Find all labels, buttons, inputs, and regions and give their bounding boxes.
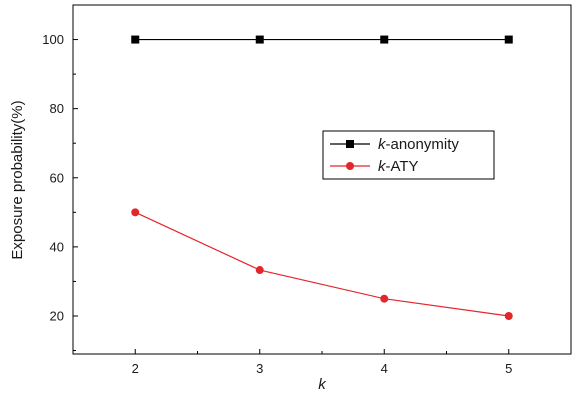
legend: k-anonymity k-ATY xyxy=(322,130,495,180)
x-tick-label: 5 xyxy=(505,361,512,376)
data-point xyxy=(504,311,513,320)
x-tick-label: 3 xyxy=(256,361,263,376)
x-tick-label: 2 xyxy=(132,361,139,376)
data-point xyxy=(380,35,389,44)
y-tick-label: 60 xyxy=(50,170,64,185)
x-axis: 2 3 4 5 xyxy=(72,349,572,376)
y-axis-title: Exposure probability(%) xyxy=(9,100,26,259)
y-tick-label: 80 xyxy=(50,101,64,116)
legend-label-k-anonymity-rest: -anonymity xyxy=(386,136,460,153)
x-axis-title: k xyxy=(318,376,327,393)
y-tick-label: 20 xyxy=(50,308,64,323)
legend-label-k-aty-italic: k xyxy=(378,158,387,175)
series-layer xyxy=(131,35,513,320)
x-tick-label: 4 xyxy=(381,361,388,376)
data-point xyxy=(380,294,389,303)
legend-swatch-k-anonymity-marker xyxy=(346,140,354,148)
data-point xyxy=(255,35,264,44)
legend-label-k-anonymity-italic: k xyxy=(378,136,387,153)
data-point xyxy=(504,35,513,44)
data-point xyxy=(131,208,140,217)
data-point xyxy=(255,266,264,275)
legend-box xyxy=(322,130,495,180)
y-tick-label: 100 xyxy=(42,32,64,47)
y-axis: 20 40 60 80 100 xyxy=(42,4,78,352)
y-tick-label: 40 xyxy=(50,239,64,254)
series-line-1 xyxy=(134,211,509,317)
legend-swatch-k-aty-marker xyxy=(346,162,354,170)
legend-label-k-anonymity: k-anonymity xyxy=(378,136,459,153)
plot-frame xyxy=(72,4,572,355)
legend-label-k-aty: k-ATY xyxy=(378,158,419,175)
data-point xyxy=(131,35,140,44)
legend-label-k-aty-rest: -ATY xyxy=(386,158,419,175)
